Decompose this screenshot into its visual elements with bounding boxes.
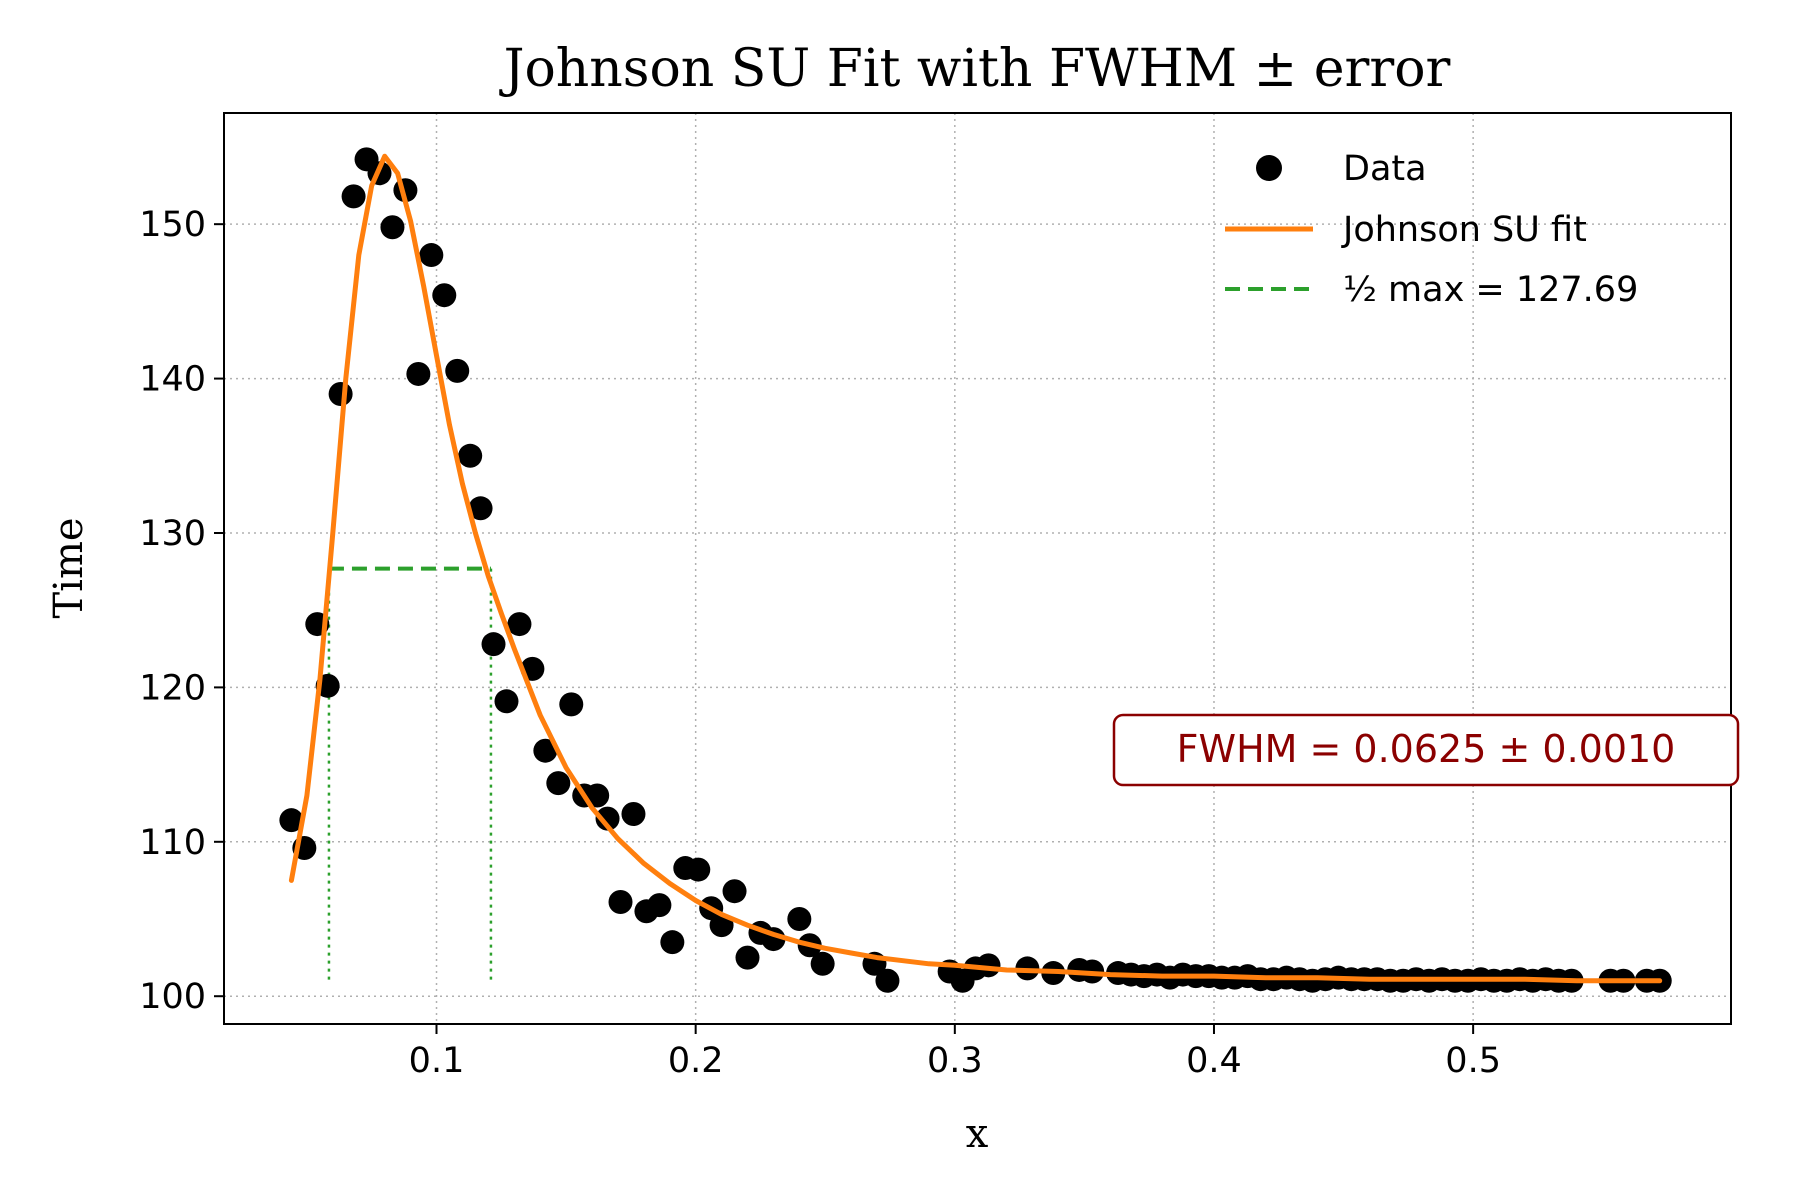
x-tick-label: 0.5 [1445,1041,1501,1081]
data-point [735,945,760,970]
data-point [595,806,620,831]
data-point [380,215,405,240]
fit-curve-line [288,153,1663,984]
data-point [660,930,685,955]
data-point [341,184,366,209]
data-point [686,857,711,882]
fit-curve [288,153,1663,984]
data-point [533,738,558,763]
data-point [328,382,353,407]
data-point [279,808,304,833]
data-point [621,802,646,827]
data-point [608,890,633,915]
data-point [481,632,506,657]
fwhm-annotation: FWHM = 0.0625 ± 0.0010 [1112,713,1740,787]
y-tick-label: 120 [139,668,206,708]
data-point [647,893,672,918]
data-point [810,951,835,976]
data-point [445,358,470,383]
data-point [559,692,584,717]
data-point [406,361,431,386]
data-point [875,968,900,993]
data-point [507,612,532,637]
data-point [787,907,812,932]
data-point [585,783,610,808]
y-tick-label: 100 [139,977,206,1017]
y-tick-label: 140 [139,360,206,400]
y-tick-label: 110 [139,823,206,863]
legend-label-fit: Johnson SU fit [1341,210,1587,250]
data-point [494,689,519,714]
legend-label-halfmax: ½ max = 127.69 [1343,270,1638,310]
y-tick-label: 150 [139,205,206,245]
fwhm-annotation-box [1112,713,1740,787]
data-point [722,879,747,904]
legend: Data Johnson SU fit ½ max = 127.69 [1225,149,1638,310]
data-point [419,243,444,268]
half-max-markers [327,566,493,981]
data-point [546,771,571,796]
x-tick-label: 0.1 [409,1041,465,1081]
fwhm-annotation-text: FWHM = 0.0625 ± 0.0010 [1177,727,1676,771]
x-tick-label: 0.3 [927,1041,983,1081]
x-tick-label: 0.2 [668,1041,724,1081]
legend-label-data: Data [1343,149,1427,189]
y-tick-label: 130 [139,514,206,554]
chart-title: Johnson SU Fit with FWHM ± error [499,39,1451,99]
legend-data-marker [1256,155,1282,181]
data-point [432,283,457,308]
plot-frame [223,112,1732,1025]
data-point [458,443,483,468]
y-axis-ticks: 100 110 120 130 140 150 [139,205,224,1017]
x-axis-label: x [966,1111,989,1157]
data-point [468,496,493,521]
y-axis-label: Time [46,517,92,618]
x-tick-label: 0.4 [1186,1041,1242,1081]
x-axis-ticks: 0.1 0.2 0.3 0.4 0.5 [409,1024,1501,1081]
